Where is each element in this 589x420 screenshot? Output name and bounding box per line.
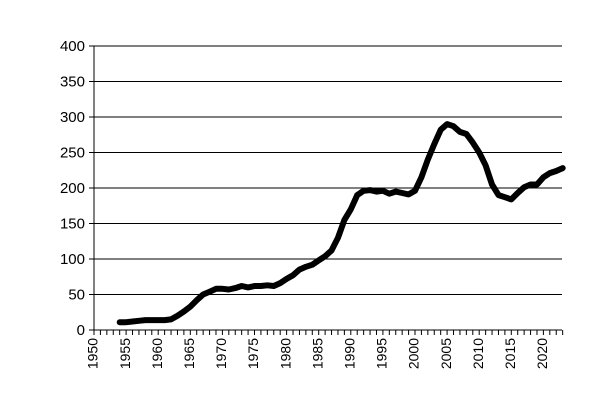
x-tick-label-1950: 1950: [85, 338, 101, 369]
x-tick-label-2000: 2000: [406, 338, 422, 369]
x-axis-tick-labels: 1950 1955 1960 1965 1970 1975 1980 1985 1990 1995…: [85, 338, 550, 369]
x-tick-label-1955: 1955: [117, 338, 133, 369]
x-tick-label-1965: 1965: [181, 338, 197, 369]
x-tick-label-1985: 1985: [309, 338, 325, 369]
y-tick-label-50: 50: [68, 287, 85, 304]
x-tick-label-2020: 2020: [534, 338, 550, 369]
y-tick-label-0: 0: [77, 322, 85, 339]
x-tick-label-2015: 2015: [502, 338, 518, 369]
y-tick-label-100: 100: [60, 251, 85, 268]
y-tick-label-350: 350: [60, 74, 85, 91]
x-tick-label-1975: 1975: [245, 338, 261, 369]
y-tick-label-200: 200: [60, 180, 85, 197]
series-line-0: [116, 121, 566, 326]
x-tick-label-1960: 1960: [149, 338, 165, 369]
x-tick-label-2010: 2010: [470, 338, 486, 369]
y-tick-label-300: 300: [60, 109, 85, 126]
x-tick-label-1990: 1990: [342, 338, 358, 369]
x-tick-label-1970: 1970: [213, 338, 229, 369]
y-tick-label-150: 150: [60, 216, 85, 233]
tick-marks: [89, 45, 564, 335]
x-tick-label-1980: 1980: [277, 338, 293, 369]
series-layer: [116, 121, 566, 326]
x-tick-label-1995: 1995: [374, 338, 390, 369]
y-axis-tick-labels: 0 50 100 150 200 250 300 350 400: [60, 38, 85, 339]
y-tick-label-250: 250: [60, 145, 85, 162]
gridlines: [94, 45, 562, 295]
x-tick-label-2005: 2005: [438, 338, 454, 369]
y-tick-label-400: 400: [60, 38, 85, 55]
